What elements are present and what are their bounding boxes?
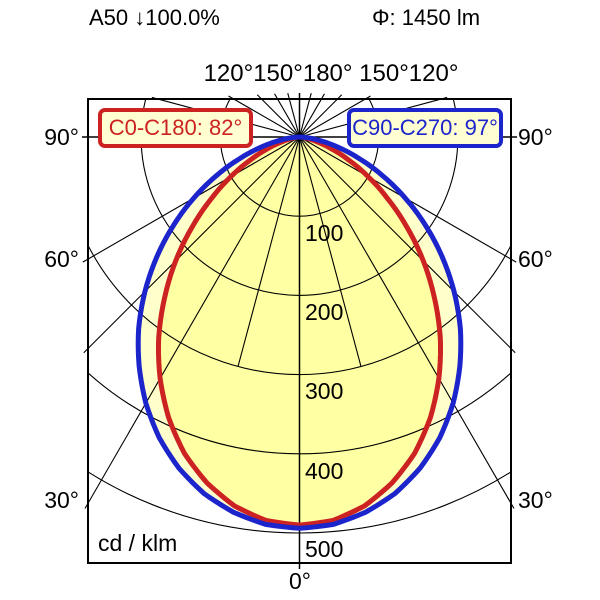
polar-ray-150 [299,93,325,138]
left-angle-label-30: 30° [44,487,79,513]
intensity-curve-c90-c270 [135,134,464,531]
right-angle-label-90: 90° [518,124,553,150]
beam-angle-badge-c90-c270: C90-C270: 97° [347,108,503,148]
polar-ray-15 [298,136,362,367]
chart-frame [87,98,512,564]
ring-value-label-300: 300 [305,378,344,404]
left-angle-label-60: 60° [44,246,79,272]
ring-value-label-100: 100 [305,220,344,246]
intensity-curve-c0-c180 [155,134,444,528]
luminous-flux-label: Φ: 1450 lm [372,5,481,30]
polar-ray-135 [299,94,343,138]
polar-ray-45-mirror [83,136,300,354]
ring-value-label-400: 400 [305,458,344,484]
luminaire-flux-fraction-label: A50 ↓100.0% [89,5,220,30]
beam-angle-badge-c0-c180: C0-C180: 82° [98,108,253,148]
ring-value-label-500: 500 [305,536,344,562]
polar-ray-135-mirror [256,94,300,138]
ring-value-label-200: 200 [305,299,344,325]
right-angle-label-30: 30° [518,487,553,513]
polar-ray-150-mirror [274,93,300,138]
left-angle-label-90: 90° [44,124,79,150]
polar-ray-120 [299,95,371,138]
polar-ray-15-mirror [237,136,301,367]
polar-ray-30 [299,136,515,509]
bottom-angle-label-0: 0° [289,568,311,594]
polar-ray-45 [299,136,516,354]
polar-ray-120-mirror [228,95,300,138]
right-angle-label-60: 60° [518,246,553,272]
unit-label: cd / klm [98,530,178,556]
polar-ray-165 [298,93,312,138]
polar-ray-165-mirror [287,93,301,138]
top-angle-scale-labels: 120°150°180° 150°120° [203,60,459,87]
polar-ray-30-mirror [84,136,300,509]
